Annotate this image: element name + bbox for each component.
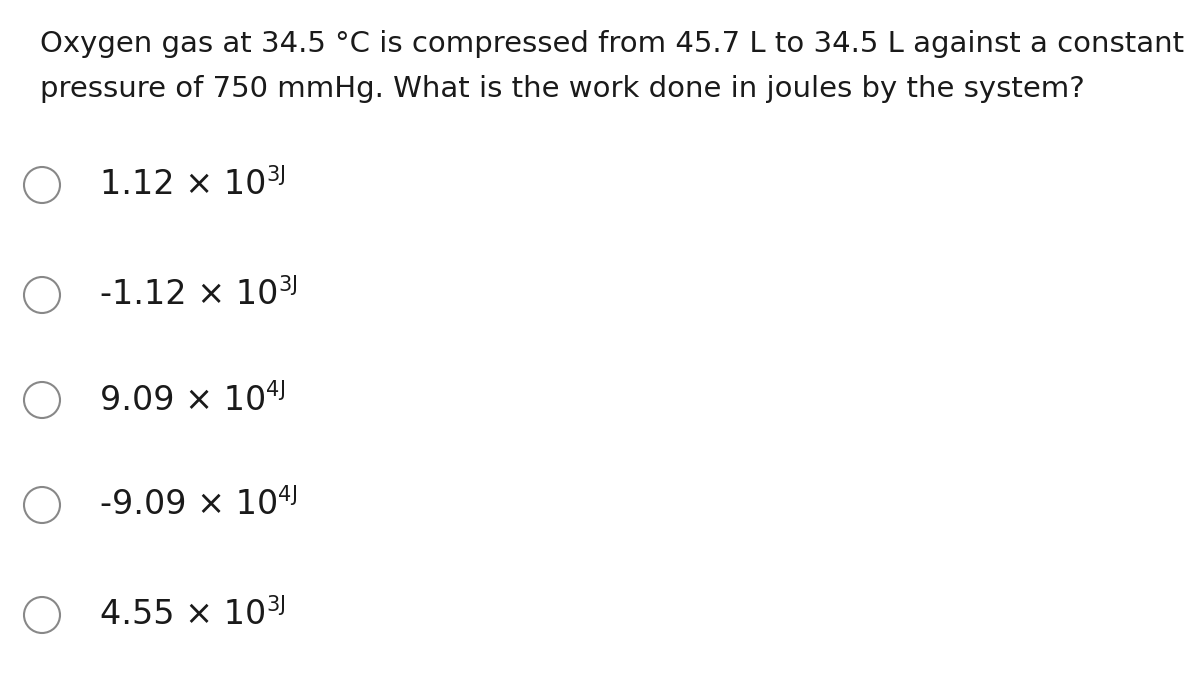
Text: 1.12 × 10: 1.12 × 10 xyxy=(100,169,266,202)
Text: 9.09 × 10: 9.09 × 10 xyxy=(100,383,266,416)
Text: J: J xyxy=(292,275,298,295)
Text: J: J xyxy=(280,380,286,400)
Text: 3: 3 xyxy=(266,595,280,615)
Text: 4: 4 xyxy=(266,380,280,400)
Text: J: J xyxy=(280,595,286,615)
Text: 3: 3 xyxy=(278,275,292,295)
Text: -9.09 × 10: -9.09 × 10 xyxy=(100,488,278,521)
Text: -1.12 × 10: -1.12 × 10 xyxy=(100,279,278,311)
Text: 4.55 × 10: 4.55 × 10 xyxy=(100,598,266,632)
Text: J: J xyxy=(280,165,286,185)
Text: Oxygen gas at 34.5 °C is compressed from 45.7 L to 34.5 L against a constant: Oxygen gas at 34.5 °C is compressed from… xyxy=(40,30,1184,58)
Text: 3: 3 xyxy=(266,165,280,185)
Text: pressure of 750 mmHg. What is the work done in joules by the system?: pressure of 750 mmHg. What is the work d… xyxy=(40,75,1085,103)
Text: 4: 4 xyxy=(278,485,292,505)
Text: J: J xyxy=(292,485,298,505)
